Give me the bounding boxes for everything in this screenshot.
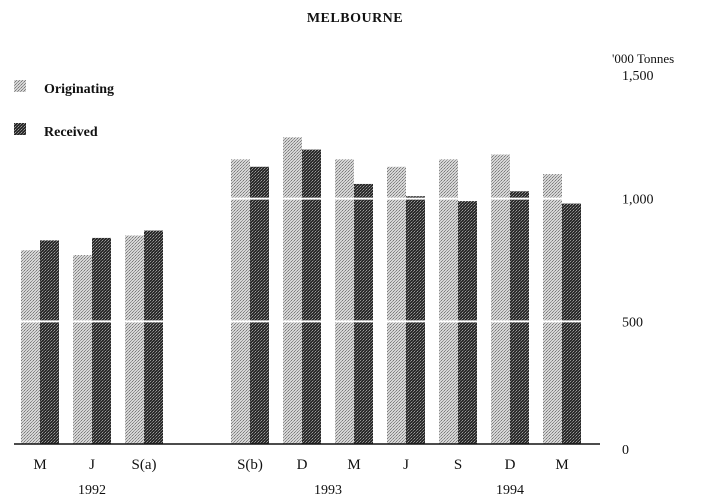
bar-received-2 — [144, 230, 163, 444]
bar-originating-3 — [231, 159, 250, 444]
bar-originating-5 — [335, 159, 354, 444]
x-tick-label-6: J — [403, 457, 409, 473]
chart-title: MELBOURNE — [307, 11, 403, 26]
y-tick-label-1000: 1,000 — [622, 193, 654, 208]
bar-originating-2 — [125, 235, 144, 444]
bar-received-7 — [458, 201, 477, 444]
bar-received-9 — [562, 203, 581, 444]
x-tick-label-8: D — [505, 457, 516, 473]
x-tick-label-7: S — [454, 457, 462, 473]
legend-swatch-received — [14, 123, 26, 135]
legend-swatch-originating — [14, 80, 26, 92]
x-tick-label-1: J — [89, 457, 95, 473]
legend: Originating Received — [14, 80, 114, 140]
bar-received-1 — [92, 237, 111, 444]
bar-received-6 — [406, 196, 425, 444]
x-tick-label-9: M — [555, 457, 568, 473]
x-axis-labels: M J S(a) S(b) D M J S D M — [33, 457, 568, 473]
bar-originating-6 — [387, 166, 406, 445]
bar-originating-0 — [21, 250, 40, 444]
year-label-1993: 1993 — [314, 483, 342, 498]
bar-received-4 — [302, 149, 321, 444]
legend-label-received: Received — [44, 125, 98, 140]
bar-received-0 — [40, 240, 59, 444]
y-tick-label-1500: 1,500 — [622, 69, 654, 84]
bar-originating-7 — [439, 159, 458, 444]
bar-originating-8 — [491, 154, 510, 445]
bar-originating-1 — [73, 255, 92, 444]
gridlines — [14, 197, 600, 323]
x-tick-label-5: M — [347, 457, 360, 473]
x-tick-label-4: D — [297, 457, 308, 473]
bar-originating-9 — [543, 174, 562, 444]
bar-originating-4 — [283, 137, 302, 445]
year-label-1992: 1992 — [78, 483, 106, 498]
bar-received-5 — [354, 183, 373, 445]
bar-received-8 — [510, 191, 529, 444]
x-tick-label-0: M — [33, 457, 46, 473]
bars — [21, 137, 581, 445]
legend-label-originating: Originating — [44, 82, 114, 97]
year-label-1994: 1994 — [496, 483, 524, 498]
year-labels: 1992 1993 1994 — [78, 483, 524, 498]
x-tick-label-3: S(b) — [237, 457, 263, 473]
y-axis-unit-label: '000 Tonnes — [612, 51, 674, 66]
y-tick-label-500: 500 — [622, 315, 643, 330]
x-tick-label-2: S(a) — [132, 457, 157, 473]
y-axis-ticks: 0 500 1,000 1,500 — [622, 69, 654, 458]
y-tick-label-0: 0 — [622, 443, 629, 458]
bar-received-3 — [250, 166, 269, 445]
